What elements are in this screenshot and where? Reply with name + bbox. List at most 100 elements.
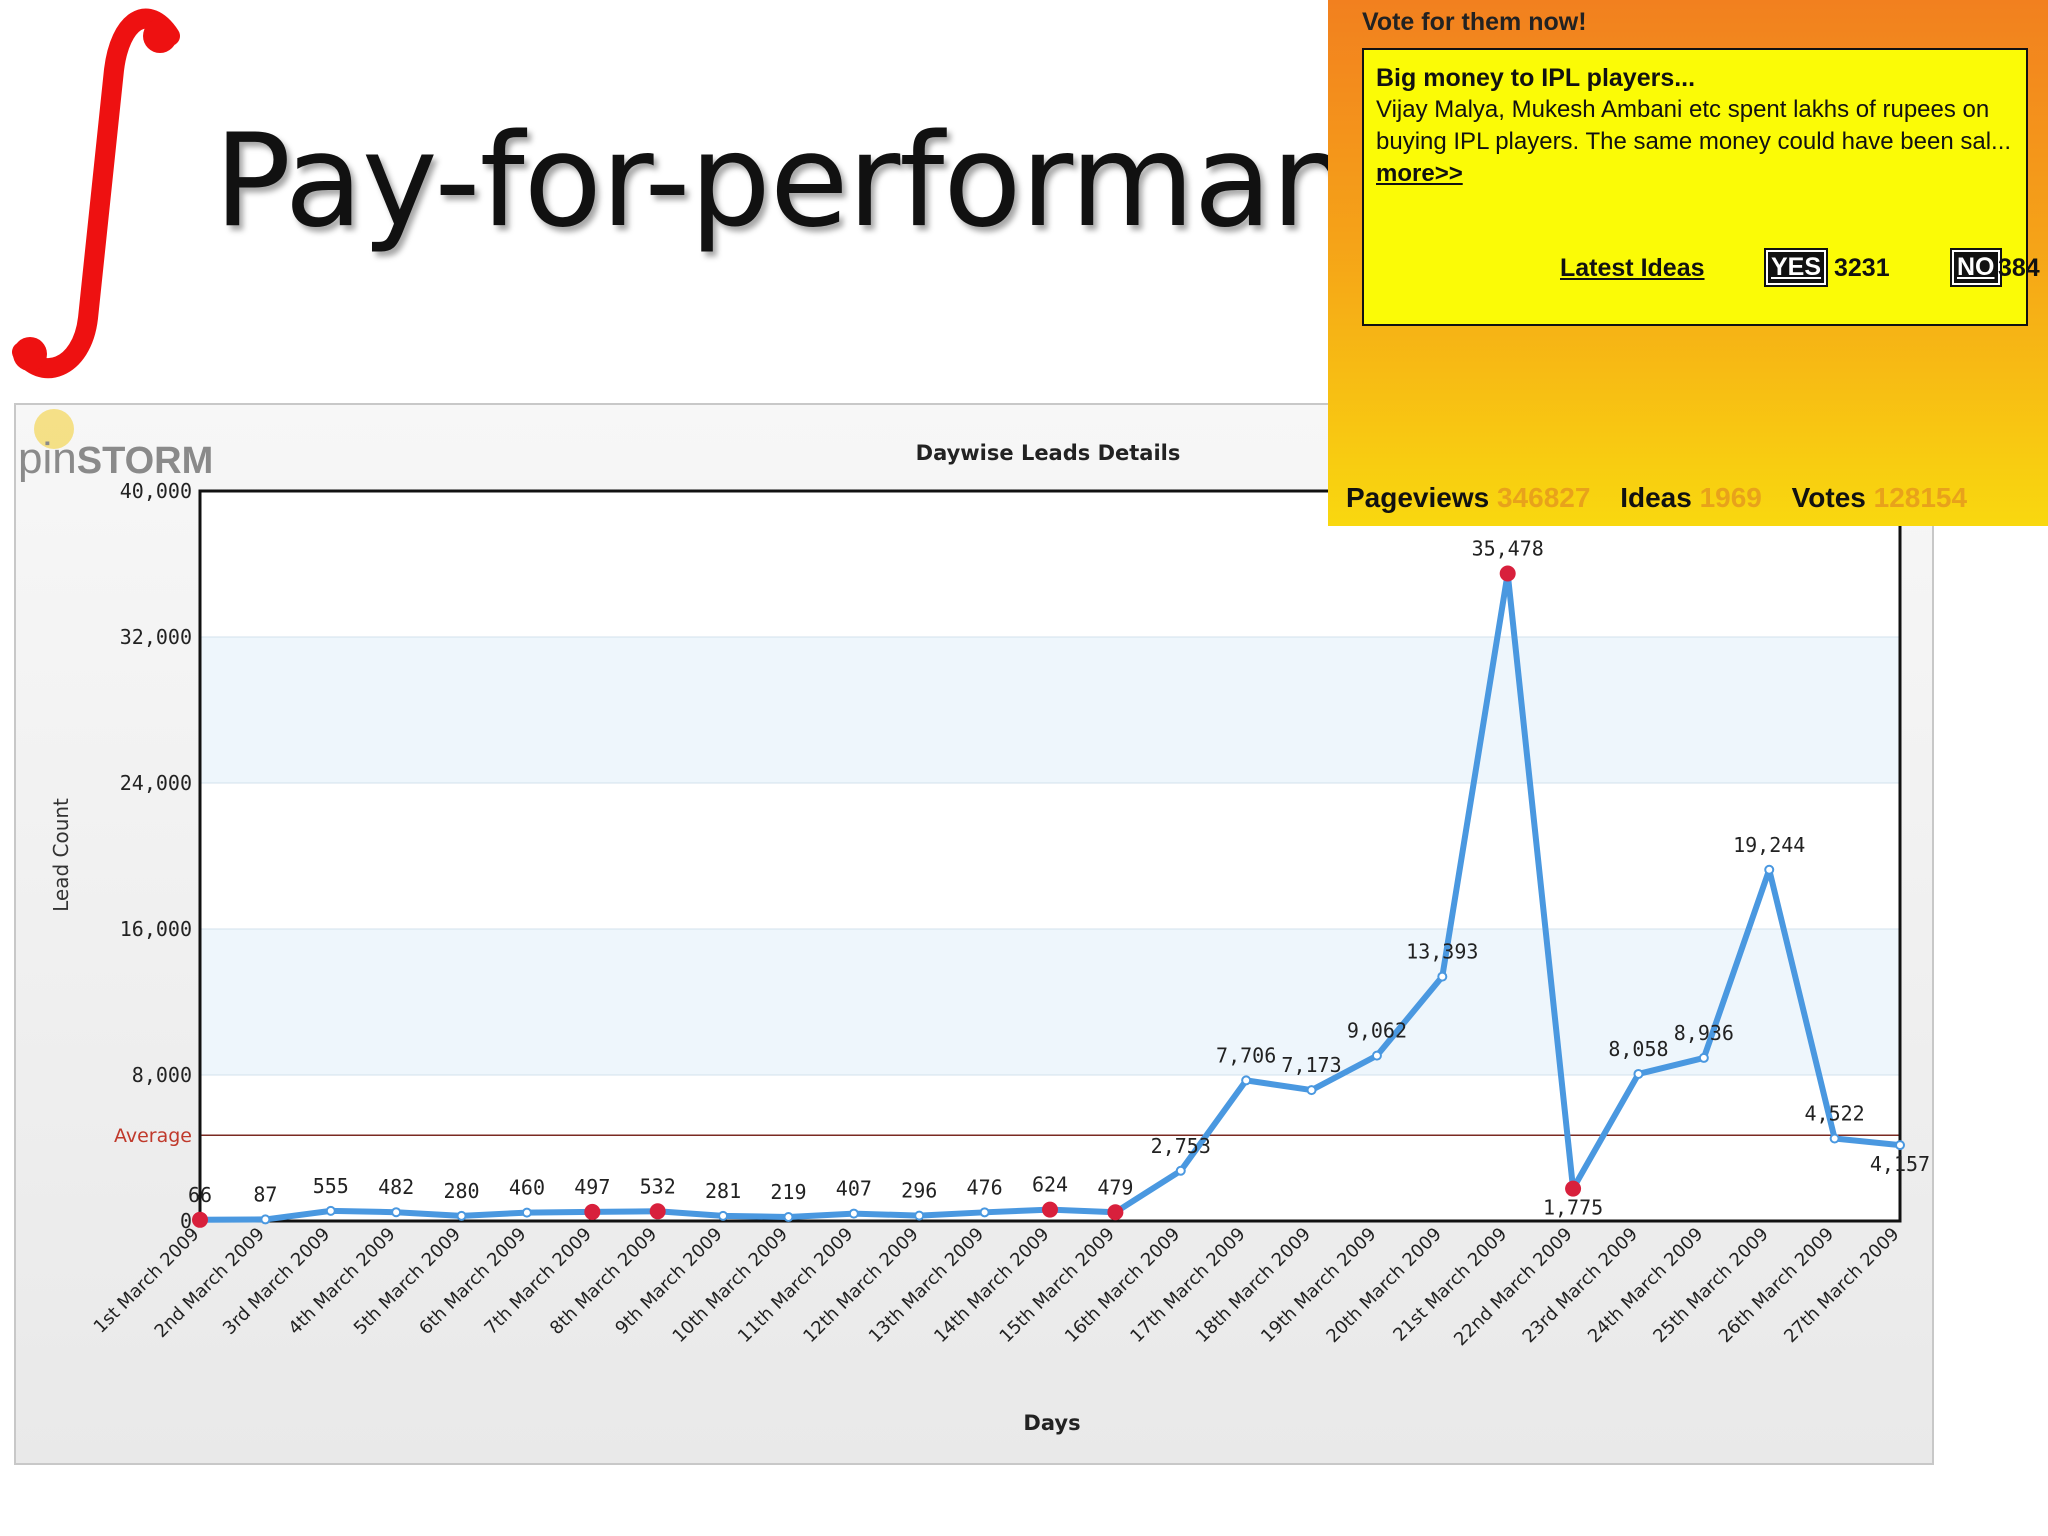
y-tick-label: 32,000 bbox=[120, 625, 192, 649]
grid-band bbox=[200, 929, 1900, 1075]
data-label: 8,058 bbox=[1608, 1037, 1668, 1061]
x-tick-label: 11th March 2009 bbox=[734, 1224, 857, 1347]
idea-box: Big money to IPL players... Vijay Malya,… bbox=[1362, 48, 2040, 326]
data-label: 19,244 bbox=[1733, 833, 1805, 857]
integral-sign-icon bbox=[12, 8, 180, 379]
data-point bbox=[1633, 1068, 1644, 1079]
y-tick-label: 8,000 bbox=[132, 1063, 192, 1087]
data-point bbox=[260, 1214, 271, 1225]
data-label: 532 bbox=[640, 1174, 676, 1198]
chart-panel: pinSTORM Daywise Leads Details 0 8,000 16,… bbox=[14, 403, 1934, 1465]
data-point bbox=[1371, 1050, 1382, 1061]
data-label: 219 bbox=[770, 1180, 806, 1204]
pageviews-label: Pageviews bbox=[1346, 482, 1490, 513]
data-label: 482 bbox=[378, 1175, 414, 1199]
data-label: 624 bbox=[1032, 1173, 1068, 1197]
x-axis-label: Days bbox=[1023, 1411, 1080, 1435]
idea-title: Big money to IPL players... bbox=[1376, 64, 1696, 92]
vote-heading: Vote for them now! bbox=[1362, 8, 1587, 36]
data-label: 476 bbox=[967, 1175, 1003, 1199]
x-tick-label: 24th March 2009 bbox=[1584, 1224, 1707, 1347]
data-point bbox=[1895, 1140, 1905, 1151]
data-label: 7,706 bbox=[1216, 1043, 1276, 1067]
data-label: 13,393 bbox=[1406, 940, 1478, 964]
x-tick-label: 14th March 2009 bbox=[930, 1224, 1053, 1347]
pageviews-value: 346827 bbox=[1496, 482, 1591, 513]
x-tick-label: 2nd March 2009 bbox=[151, 1224, 269, 1342]
data-point-highlight bbox=[1499, 565, 1516, 582]
data-label: 460 bbox=[509, 1176, 545, 1200]
data-point bbox=[783, 1212, 794, 1223]
data-label: 2,753 bbox=[1151, 1134, 1211, 1158]
data-point bbox=[1437, 971, 1448, 982]
data-point bbox=[1829, 1133, 1840, 1144]
ideas-label: Ideas bbox=[1620, 482, 1692, 513]
more-link[interactable]: more>> bbox=[1376, 160, 1463, 187]
slide-title: Pay-for-performance bbox=[214, 107, 1499, 256]
data-point-highlight bbox=[192, 1211, 208, 1228]
yes-count: 3231 bbox=[1834, 254, 1890, 282]
data-label: 4,157 bbox=[1870, 1152, 1930, 1176]
x-tick-label: 27th March 2009 bbox=[1780, 1224, 1903, 1347]
votes-value: 128154 bbox=[1873, 482, 1968, 513]
data-point bbox=[914, 1210, 925, 1221]
x-tick-label: 15th March 2009 bbox=[996, 1224, 1119, 1347]
data-point bbox=[1306, 1085, 1317, 1096]
data-point bbox=[456, 1210, 467, 1221]
vote-widget: Vote for them now! Big money to IPL play… bbox=[1328, 0, 2048, 526]
x-tick-label: 12th March 2009 bbox=[799, 1224, 922, 1347]
data-label: 479 bbox=[1097, 1175, 1133, 1199]
data-point-highlight bbox=[649, 1203, 666, 1220]
no-count: 384 bbox=[1998, 254, 2040, 282]
grid-band bbox=[200, 637, 1900, 783]
x-tick-label: 25th March 2009 bbox=[1649, 1224, 1772, 1347]
y-tick-label: 0 bbox=[180, 1209, 192, 1233]
stats-row: Pageviews 346827 Ideas 1969 Votes 128154 bbox=[1346, 482, 1989, 514]
latest-ideas-link[interactable]: Latest Ideas bbox=[1560, 254, 1705, 282]
data-label: 497 bbox=[574, 1175, 610, 1199]
data-label: 8,936 bbox=[1674, 1021, 1734, 1045]
data-point-highlight bbox=[1042, 1201, 1058, 1218]
data-label: 87 bbox=[253, 1182, 277, 1206]
data-point-highlight bbox=[1565, 1180, 1582, 1197]
data-label: 1,775 bbox=[1543, 1196, 1603, 1220]
x-tick-label: 19th March 2009 bbox=[1257, 1224, 1380, 1347]
x-tick-label: 20th March 2009 bbox=[1322, 1224, 1445, 1347]
votes-label: Votes bbox=[1791, 482, 1866, 513]
idea-body: Vijay Malya, Mukesh Ambani etc spent lak… bbox=[1376, 96, 2012, 155]
x-tick-label: 22nd March 2009 bbox=[1450, 1224, 1576, 1350]
data-point bbox=[1698, 1052, 1709, 1063]
data-point bbox=[718, 1210, 729, 1221]
y-tick-label: 40,000 bbox=[120, 479, 192, 503]
x-tick-label: 17th March 2009 bbox=[1126, 1224, 1249, 1347]
data-point bbox=[1175, 1165, 1186, 1176]
data-point bbox=[979, 1207, 990, 1218]
data-label: 9,062 bbox=[1347, 1019, 1407, 1043]
x-tick-label: 13th March 2009 bbox=[865, 1224, 988, 1347]
data-label: 280 bbox=[443, 1179, 479, 1203]
y-axis-label: Lead Count bbox=[49, 798, 73, 912]
data-point bbox=[848, 1208, 859, 1219]
x-tick-label: 23rd March 2009 bbox=[1519, 1224, 1642, 1347]
data-label: 407 bbox=[836, 1177, 872, 1201]
data-point bbox=[521, 1207, 532, 1218]
data-point-highlight bbox=[1107, 1204, 1124, 1221]
yes-button[interactable]: YES bbox=[1763, 248, 1829, 287]
data-point-highlight bbox=[584, 1203, 601, 1220]
x-tick-label: 16th March 2009 bbox=[1061, 1224, 1184, 1347]
idea-text: Vijay Malya, Mukesh Ambani etc spent lak… bbox=[1376, 94, 2016, 190]
y-tick-label: 24,000 bbox=[120, 771, 192, 795]
average-label: Average bbox=[114, 1125, 192, 1147]
lead-chart: pinSTORM Daywise Leads Details 0 8,000 16,… bbox=[18, 409, 1930, 1435]
logo-sun-icon bbox=[34, 409, 74, 449]
plot-frame bbox=[198, 489, 1902, 1223]
data-point bbox=[1241, 1075, 1252, 1086]
data-label: 555 bbox=[313, 1174, 349, 1198]
ideas-value: 1969 bbox=[1699, 482, 1762, 513]
x-tick-label: 21st March 2009 bbox=[1389, 1224, 1511, 1346]
y-tick-label: 16,000 bbox=[120, 917, 192, 941]
data-label: 35,478 bbox=[1472, 537, 1544, 561]
no-button[interactable]: NO bbox=[1950, 248, 2002, 287]
logo: pinSTORM bbox=[18, 434, 213, 483]
data-point bbox=[1764, 864, 1775, 875]
